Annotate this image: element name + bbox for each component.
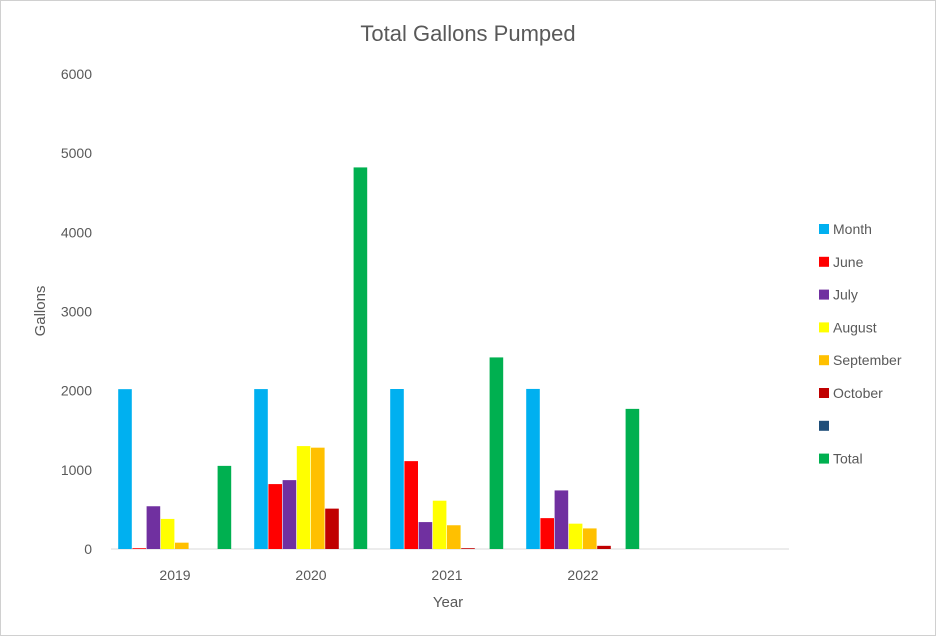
bar-september-2019 bbox=[175, 542, 189, 549]
bar-total-2021 bbox=[489, 357, 504, 549]
legend-label: September bbox=[833, 352, 902, 368]
bar-october-2022 bbox=[597, 545, 611, 549]
bar-august-2022 bbox=[568, 523, 583, 549]
x-tick-label: 2020 bbox=[295, 567, 326, 583]
legend-label: Month bbox=[833, 221, 872, 237]
bars bbox=[118, 167, 640, 549]
x-axis-label: Year bbox=[433, 594, 463, 611]
bar-july-2020 bbox=[282, 480, 297, 549]
bar-month-2019 bbox=[118, 389, 132, 549]
legend-swatch bbox=[819, 453, 829, 464]
bar-total-2020 bbox=[353, 167, 368, 549]
bar-june-2022 bbox=[540, 518, 554, 549]
y-tick-label: 2000 bbox=[61, 383, 92, 399]
x-axis-ticks: 2019 2020 2021 2022 bbox=[159, 567, 598, 583]
bar-june-2019 bbox=[132, 548, 146, 549]
bar-month-2022 bbox=[526, 388, 540, 549]
legend-label: August bbox=[833, 319, 877, 335]
legend-swatch bbox=[819, 289, 829, 300]
legend-label: October bbox=[833, 385, 883, 401]
y-tick-label: 4000 bbox=[61, 224, 92, 240]
y-axis-label: Gallons bbox=[32, 286, 49, 337]
bar-september-2022 bbox=[583, 528, 597, 549]
bar-october-2021 bbox=[461, 548, 475, 549]
y-tick-label: 0 bbox=[84, 541, 92, 557]
legend-swatch bbox=[819, 388, 829, 398]
y-tick-label: 5000 bbox=[61, 145, 92, 161]
y-axis-ticks: 0 1000 2000 3000 4000 5000 6000 bbox=[61, 66, 92, 557]
legend: Month June July August September October Total bbox=[819, 221, 902, 467]
legend-label: June bbox=[833, 254, 864, 270]
bar-june-2020 bbox=[268, 484, 282, 549]
legend-swatch bbox=[819, 256, 829, 267]
bar-october-2020 bbox=[325, 508, 339, 549]
bar-september-2021 bbox=[447, 525, 461, 549]
bar-total-2019 bbox=[217, 465, 232, 549]
bar-total-2022 bbox=[625, 408, 640, 549]
chart-title: Total Gallons Pumped bbox=[360, 21, 575, 46]
x-tick-label: 2022 bbox=[567, 567, 598, 583]
bar-july-2022 bbox=[554, 490, 569, 549]
bar-month-2020 bbox=[254, 389, 268, 549]
legend-swatch bbox=[819, 224, 829, 234]
bar-july-2019 bbox=[146, 506, 161, 549]
bar-june-2021 bbox=[404, 461, 418, 549]
legend-label: July bbox=[833, 287, 858, 303]
legend-swatch bbox=[819, 420, 829, 431]
bar-september-2020 bbox=[311, 447, 325, 549]
bar-august-2019 bbox=[160, 518, 175, 549]
bar-august-2021 bbox=[432, 500, 447, 549]
bar-august-2020 bbox=[296, 446, 311, 549]
y-tick-label: 1000 bbox=[61, 462, 92, 478]
legend-swatch bbox=[819, 355, 829, 366]
bar-july-2021 bbox=[418, 522, 433, 549]
x-tick-label: 2019 bbox=[159, 567, 190, 583]
y-tick-label: 3000 bbox=[61, 304, 92, 320]
x-tick-label: 2021 bbox=[431, 567, 462, 583]
y-tick-label: 6000 bbox=[61, 66, 92, 82]
bar-month-2021 bbox=[390, 389, 404, 549]
legend-swatch bbox=[819, 322, 829, 333]
legend-label: Total bbox=[833, 451, 863, 467]
